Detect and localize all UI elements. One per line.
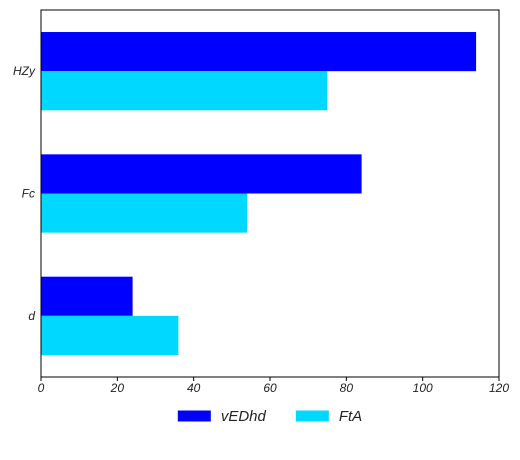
bar-vedhd-hzy (41, 32, 477, 72)
legend-swatch (295, 410, 329, 422)
x-tick-label: 20 (110, 381, 125, 395)
legend-swatch (177, 410, 211, 422)
x-tick-label: 80 (340, 381, 354, 395)
bars-layer (41, 32, 477, 355)
category-labels: HZy Fc d (13, 64, 36, 323)
ticks-layer: 0 20 40 60 80 100 120 (38, 377, 509, 395)
x-tick-label: 60 (263, 381, 277, 395)
legend-label: FtA (339, 408, 362, 425)
x-tick-label: 40 (187, 381, 201, 395)
legend: vEDhd FtA (177, 408, 362, 425)
bar-vedhd-fc (41, 154, 362, 194)
category-label: HZy (13, 64, 36, 78)
bar-fta-hzy (41, 71, 328, 111)
legend-label: vEDhd (221, 408, 267, 425)
bar-fta-d (41, 315, 179, 355)
x-tick-label: 0 (38, 381, 45, 395)
bar-vedhd-d (41, 276, 133, 316)
bar-fta-fc (41, 193, 248, 233)
x-tick-label: 100 (413, 381, 433, 395)
category-label: d (28, 309, 35, 323)
x-tick-label: 120 (489, 381, 509, 395)
category-label: Fc (22, 187, 35, 201)
